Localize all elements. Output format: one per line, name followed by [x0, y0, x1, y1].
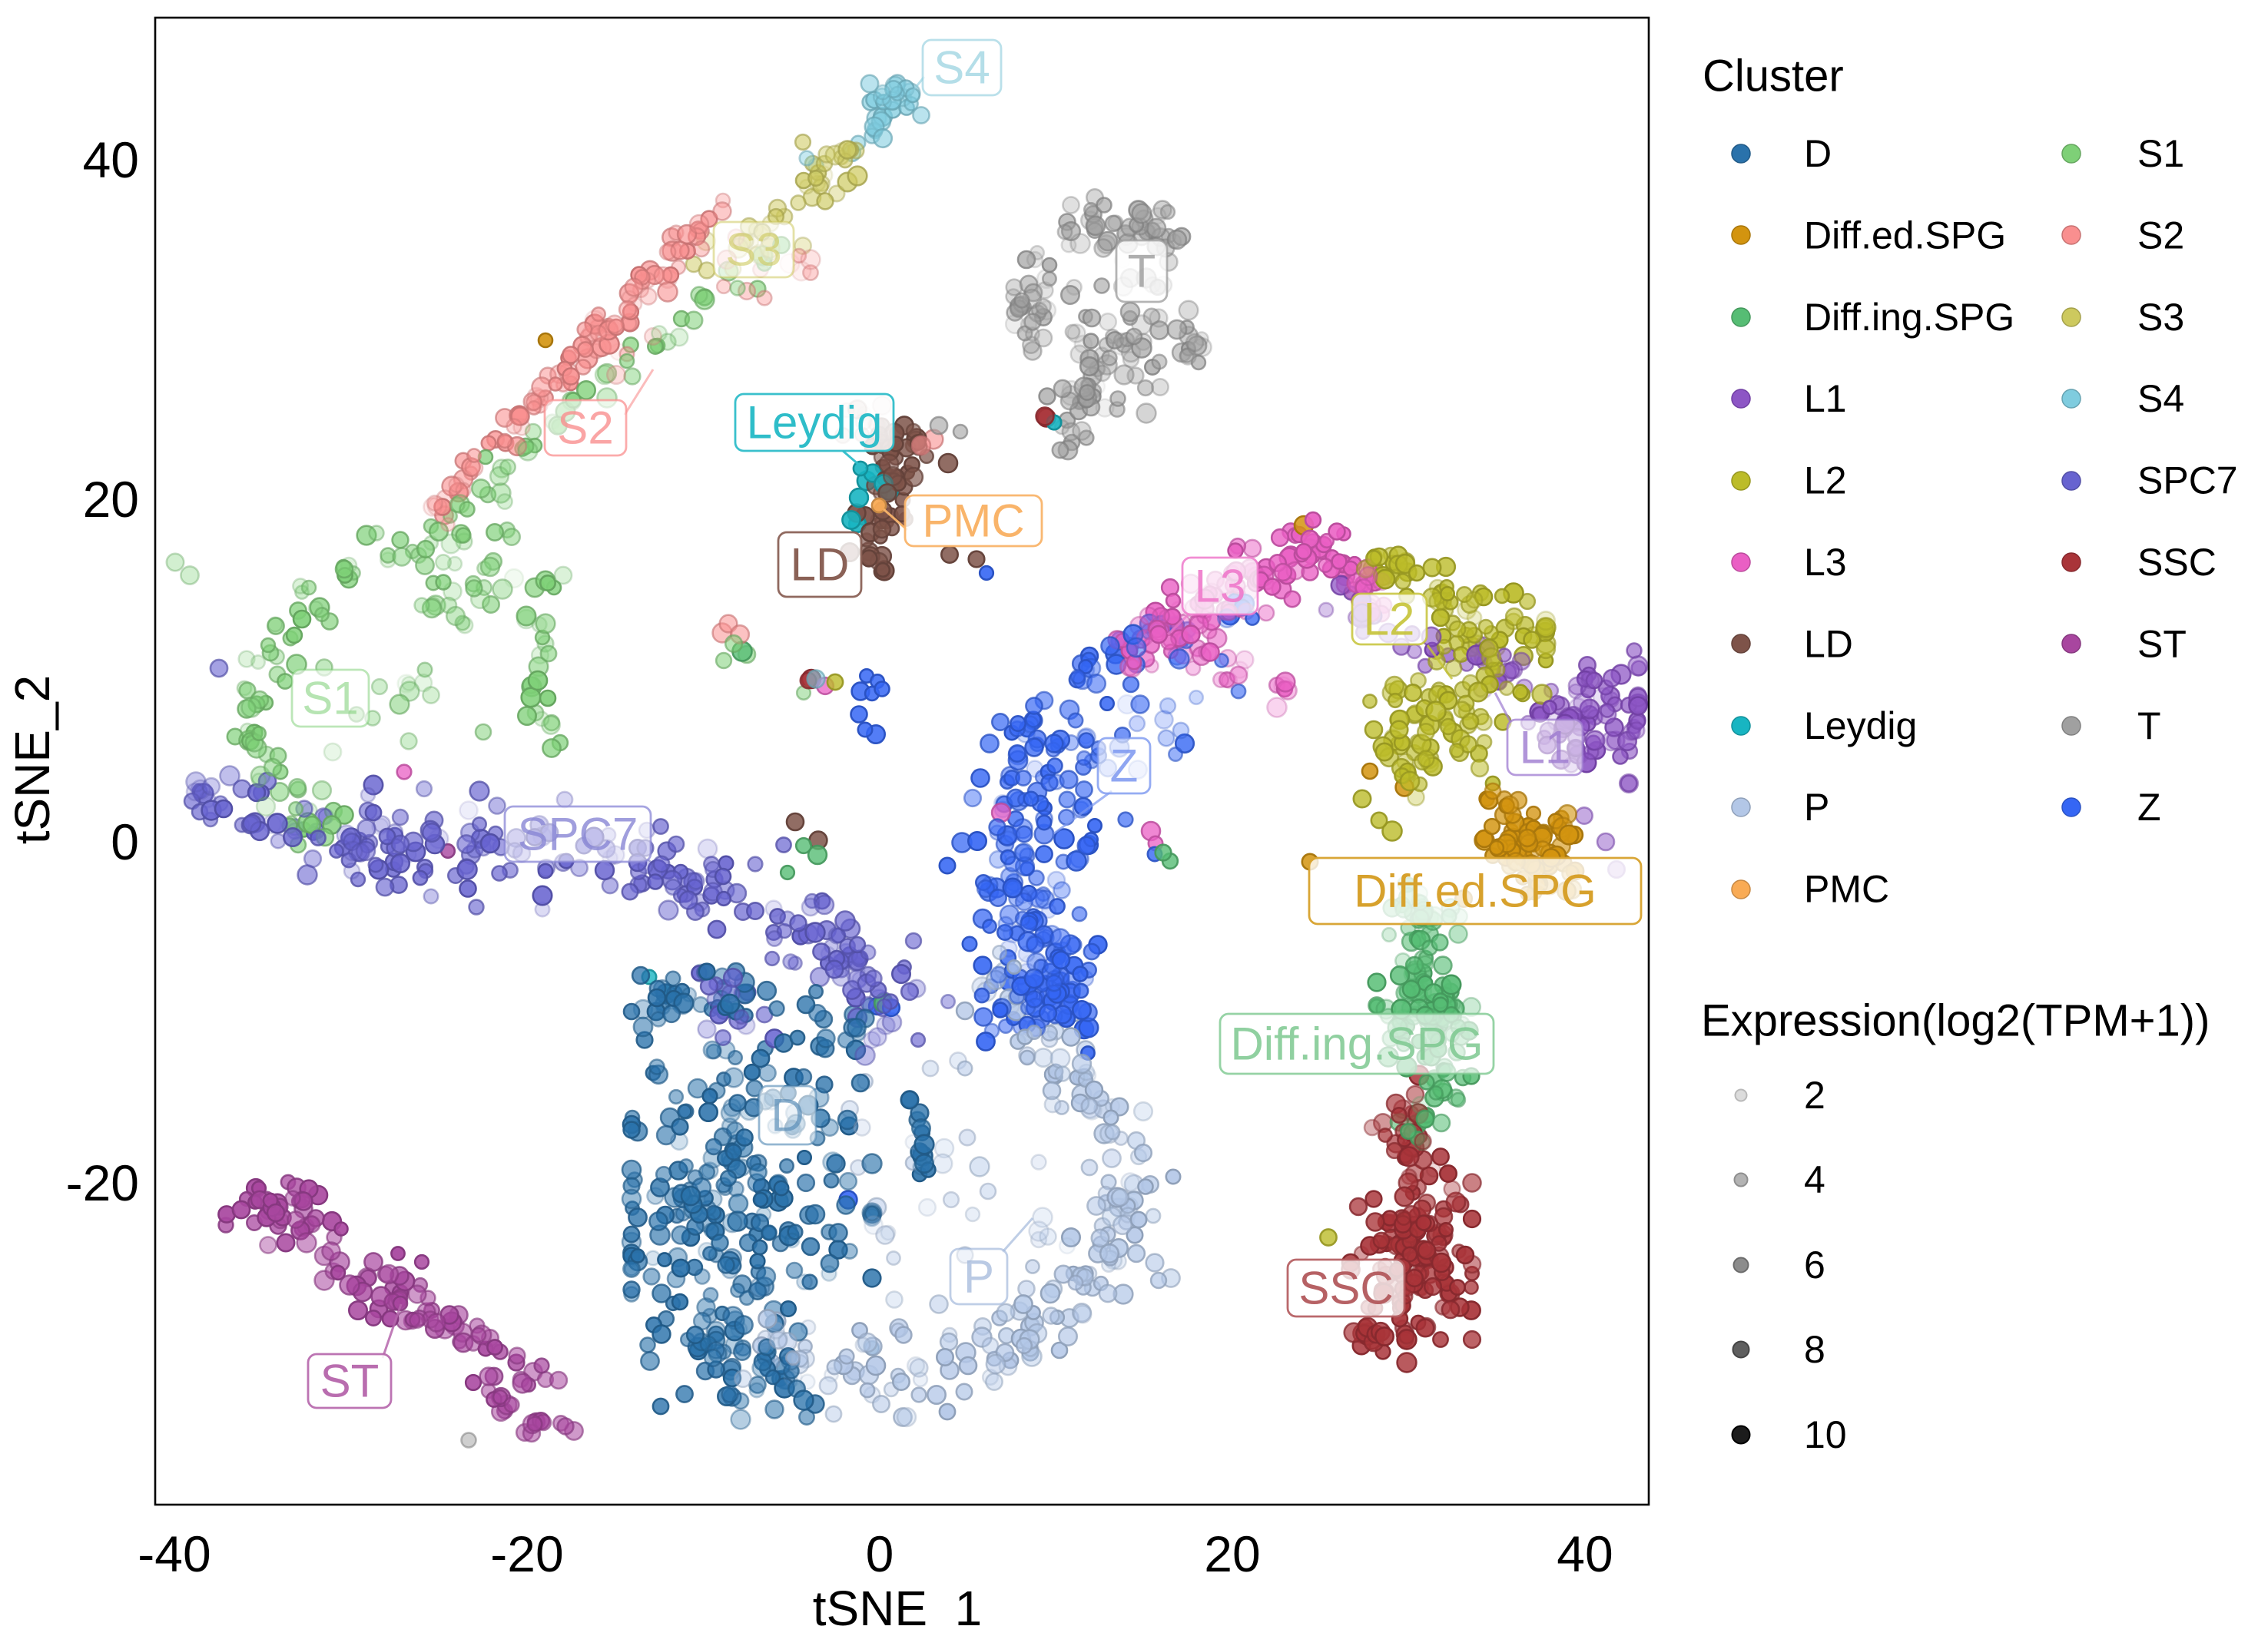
svg-text:D: D: [1804, 132, 1832, 175]
svg-text:T: T: [2137, 704, 2161, 747]
svg-text:10: 10: [1804, 1413, 1847, 1456]
svg-text:L3: L3: [1804, 541, 1847, 584]
svg-text:Expression(log2(TPM+1)): Expression(log2(TPM+1)): [1701, 996, 2210, 1046]
svg-text:S1: S1: [302, 673, 358, 724]
svg-text:SSC: SSC: [1298, 1263, 1393, 1314]
svg-text:tSNE_2: tSNE_2: [5, 675, 60, 845]
svg-text:0: 0: [866, 1525, 894, 1582]
svg-text:S3: S3: [725, 224, 781, 276]
svg-text:Diff.ing.SPG: Diff.ing.SPG: [1230, 1018, 1483, 1070]
svg-text:Diff.ed.SPG: Diff.ed.SPG: [1354, 866, 1597, 917]
svg-text:T: T: [1128, 246, 1156, 297]
svg-text:ST: ST: [320, 1356, 380, 1407]
svg-text:0: 0: [111, 813, 139, 870]
svg-text:S1: S1: [2137, 132, 2184, 175]
svg-text:-20: -20: [490, 1525, 563, 1582]
svg-text:tSNE 1: tSNE 1: [813, 1581, 983, 1632]
svg-text:-20: -20: [66, 1154, 139, 1211]
svg-text:S4: S4: [2137, 377, 2184, 420]
svg-text:LD: LD: [1804, 622, 1853, 665]
svg-text:40: 40: [1557, 1525, 1613, 1582]
svg-text:Diff.ed.SPG: Diff.ed.SPG: [1804, 214, 2006, 257]
svg-text:P: P: [963, 1251, 994, 1303]
svg-text:S4: S4: [933, 42, 990, 94]
svg-text:SPC7: SPC7: [518, 809, 638, 860]
svg-text:20: 20: [1204, 1525, 1260, 1582]
svg-text:S2: S2: [2137, 214, 2184, 257]
svg-text:6: 6: [1804, 1244, 1825, 1287]
svg-text:Z: Z: [1110, 740, 1139, 792]
svg-text:2: 2: [1804, 1074, 1825, 1117]
svg-text:D: D: [771, 1090, 804, 1141]
svg-text:L2: L2: [1804, 459, 1847, 502]
svg-text:S2: S2: [557, 402, 613, 454]
svg-text:L1: L1: [1804, 377, 1847, 420]
svg-text:20: 20: [83, 471, 139, 528]
svg-text:PMC: PMC: [922, 495, 1024, 547]
svg-text:40: 40: [83, 131, 139, 188]
svg-text:Cluster: Cluster: [1703, 51, 1844, 101]
svg-text:L3: L3: [1195, 561, 1246, 612]
svg-text:LD: LD: [791, 539, 850, 591]
svg-text:Leydig: Leydig: [747, 397, 883, 449]
svg-text:L2: L2: [1364, 594, 1415, 645]
svg-text:SPC7: SPC7: [2137, 459, 2238, 502]
svg-text:-40: -40: [138, 1525, 211, 1582]
svg-text:L1: L1: [1520, 722, 1571, 773]
svg-text:8: 8: [1804, 1328, 1825, 1371]
svg-text:Diff.ing.SPG: Diff.ing.SPG: [1804, 296, 2014, 339]
svg-text:SSC: SSC: [2137, 541, 2217, 584]
svg-text:P: P: [1804, 786, 1829, 829]
svg-text:4: 4: [1804, 1158, 1825, 1201]
svg-text:PMC: PMC: [1804, 868, 1889, 911]
svg-text:Leydig: Leydig: [1804, 704, 1917, 747]
svg-text:ST: ST: [2137, 622, 2187, 665]
svg-text:Z: Z: [2137, 786, 2161, 829]
svg-text:S3: S3: [2137, 296, 2184, 339]
